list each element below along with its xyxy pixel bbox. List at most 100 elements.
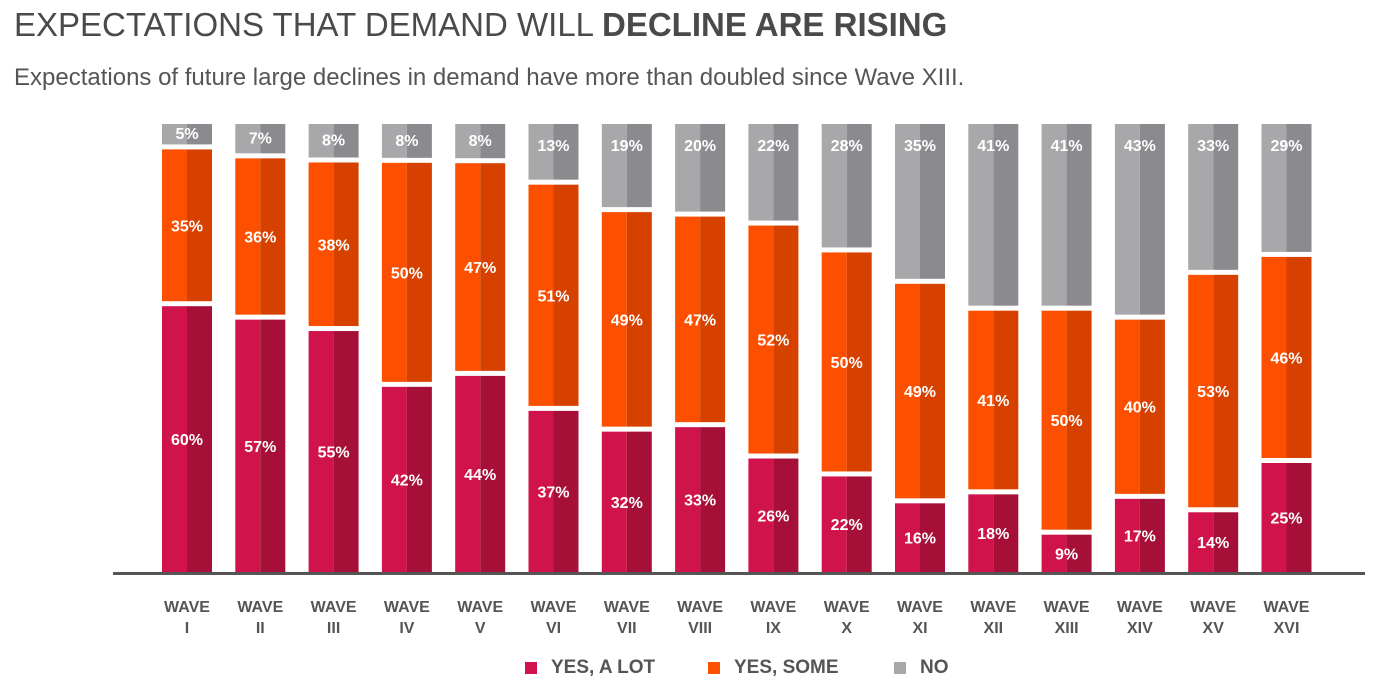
data-label-no: 35% — [904, 138, 936, 155]
data-label-yes-a-lot: 44% — [464, 467, 496, 484]
bar-group: 37% 51% 13% — [528, 124, 579, 572]
bar-segment-no — [1261, 124, 1287, 252]
bar-segment-yes-a-lot — [968, 494, 994, 572]
bar-segment-yes-some — [675, 216, 701, 423]
bar-segment-yes-some-shade — [773, 225, 799, 454]
bar-segment-no — [821, 124, 847, 248]
bar-segment-yes-some — [455, 163, 481, 371]
bar-segment-yes-some — [308, 162, 334, 327]
chart-subtitle: Expectations of future large declines in… — [14, 64, 965, 91]
bar-segment-no — [968, 124, 994, 306]
data-label-yes-some: 47% — [684, 312, 716, 329]
bar-segment-yes-a-lot — [821, 476, 847, 572]
bar-group: 32% 49% 19% — [601, 124, 652, 572]
bar-segment-no — [1041, 124, 1067, 306]
bar-segment-yes-some — [1188, 274, 1214, 508]
x-tick-label: WAVE XVI — [1264, 599, 1310, 637]
data-label-yes-a-lot: 37% — [537, 484, 569, 501]
data-label-yes-some: 49% — [904, 384, 936, 401]
chart-title-bold: DECLINE ARE RISING — [601, 6, 948, 43]
data-label-no: 20% — [684, 138, 716, 155]
bar-segment-yes-some — [748, 225, 774, 454]
x-tick-label: WAVE II — [237, 599, 283, 637]
bar-segment-yes-a-lot — [162, 306, 187, 572]
bar-segment-yes-a-lot-shade — [920, 503, 945, 572]
bar-segment-yes-a-lot-shade — [480, 375, 506, 572]
bar-group: 26% 52% 22% — [748, 124, 799, 572]
bar-segment-no — [1188, 124, 1214, 270]
bar-segment-yes-a-lot-shade — [1066, 534, 1092, 572]
bar-segment-no — [601, 124, 627, 208]
data-label-yes-a-lot: 60% — [171, 432, 203, 449]
legend-swatch-yes-some — [708, 662, 720, 674]
data-label-yes-some: 52% — [757, 333, 789, 350]
bar-group: 17% 40% 43% — [1114, 124, 1165, 572]
bar-segment-yes-a-lot — [748, 458, 774, 572]
bar-segment-no-shade — [1213, 124, 1239, 270]
bar-segment-no-shade — [333, 124, 359, 158]
data-label-no: 29% — [1270, 138, 1302, 155]
data-label-yes-some: 50% — [391, 265, 423, 282]
data-label-no: 5% — [175, 126, 198, 143]
bar-segment-yes-some-shade — [187, 149, 212, 302]
bar-segment-yes-a-lot — [1188, 512, 1214, 572]
data-label-yes-a-lot: 18% — [977, 526, 1009, 543]
bar-group: 9% 50% 41% — [1041, 124, 1092, 572]
bar-segment-yes-a-lot — [1261, 463, 1287, 572]
legend-swatch-no — [894, 662, 906, 674]
bar-group: 60% 35% 5% — [162, 124, 212, 572]
legend-item-yes-a-lot: YES, A LOT — [525, 657, 655, 679]
data-label-yes-some: 53% — [1197, 384, 1229, 401]
data-label-no: 41% — [1051, 138, 1083, 155]
bar-segment-yes-a-lot — [601, 431, 627, 572]
bar-segment-no-shade — [626, 124, 652, 208]
bar-segment-yes-some — [1261, 256, 1287, 458]
bar-segment-no — [1114, 124, 1140, 315]
bar-segment-no — [748, 124, 774, 221]
bar-segment-yes-a-lot-shade — [406, 386, 432, 572]
data-label-yes-some: 38% — [318, 237, 350, 254]
data-label-yes-some: 46% — [1270, 350, 1302, 367]
data-label-no: 13% — [537, 138, 569, 155]
legend-label-no: NO — [920, 657, 949, 678]
bar-segment-yes-some — [1041, 310, 1067, 530]
data-label-yes-a-lot: 55% — [318, 445, 350, 462]
bar-segment-yes-a-lot — [381, 386, 407, 572]
x-tick-label: WAVE X — [824, 599, 870, 637]
data-label-yes-some: 50% — [1051, 413, 1083, 430]
data-label-yes-a-lot: 25% — [1270, 511, 1302, 528]
bar-segment-yes-some-shade — [993, 310, 1019, 490]
legend-item-yes-some: YES, SOME — [708, 657, 839, 679]
bar-segment-yes-some — [895, 283, 920, 499]
bar-segment-no — [162, 124, 187, 145]
bar-segment-yes-a-lot — [455, 375, 481, 572]
bar-segment-yes-some-shade — [920, 283, 945, 499]
x-tick-label: WAVE VIII — [677, 599, 723, 637]
bar-segment-yes-some — [968, 310, 994, 490]
bar-segment-yes-a-lot-shade — [553, 410, 579, 572]
bar-segment-yes-a-lot-shade — [993, 494, 1019, 572]
bar-group: 25% 46% 29% — [1261, 124, 1312, 572]
data-label-yes-a-lot: 33% — [684, 493, 716, 510]
bar-segment-yes-some-shade — [260, 158, 286, 315]
bar-segment-yes-a-lot — [1114, 498, 1140, 572]
x-tick-label: WAVE XIII — [1044, 599, 1090, 637]
x-tick-label: WAVE I — [164, 599, 210, 637]
chart-title: EXPECTATIONS THAT DEMAND WILL DECLINE AR… — [14, 6, 947, 44]
x-tick-label: WAVE IX — [750, 599, 796, 637]
bar-segment-yes-a-lot-shade — [626, 431, 652, 572]
legend: YES, A LOT YES, SOME NO — [0, 657, 1385, 687]
x-tick-label: WAVE VII — [604, 599, 650, 637]
bar-segment-yes-a-lot — [895, 503, 920, 572]
bar-segment-no — [675, 124, 701, 212]
data-label-no: 8% — [322, 133, 345, 150]
data-label-no: 7% — [249, 131, 272, 148]
data-label-yes-some: 40% — [1124, 400, 1156, 417]
bar-segment-yes-some-shade — [553, 184, 579, 406]
data-label-yes-some: 51% — [537, 288, 569, 305]
bar-segment-yes-a-lot — [528, 410, 554, 572]
data-label-yes-some: 50% — [831, 355, 863, 372]
bar-segment-yes-some-shade — [406, 162, 432, 382]
bar-segment-no-shade — [187, 124, 212, 145]
bar-segment-no — [235, 124, 261, 154]
